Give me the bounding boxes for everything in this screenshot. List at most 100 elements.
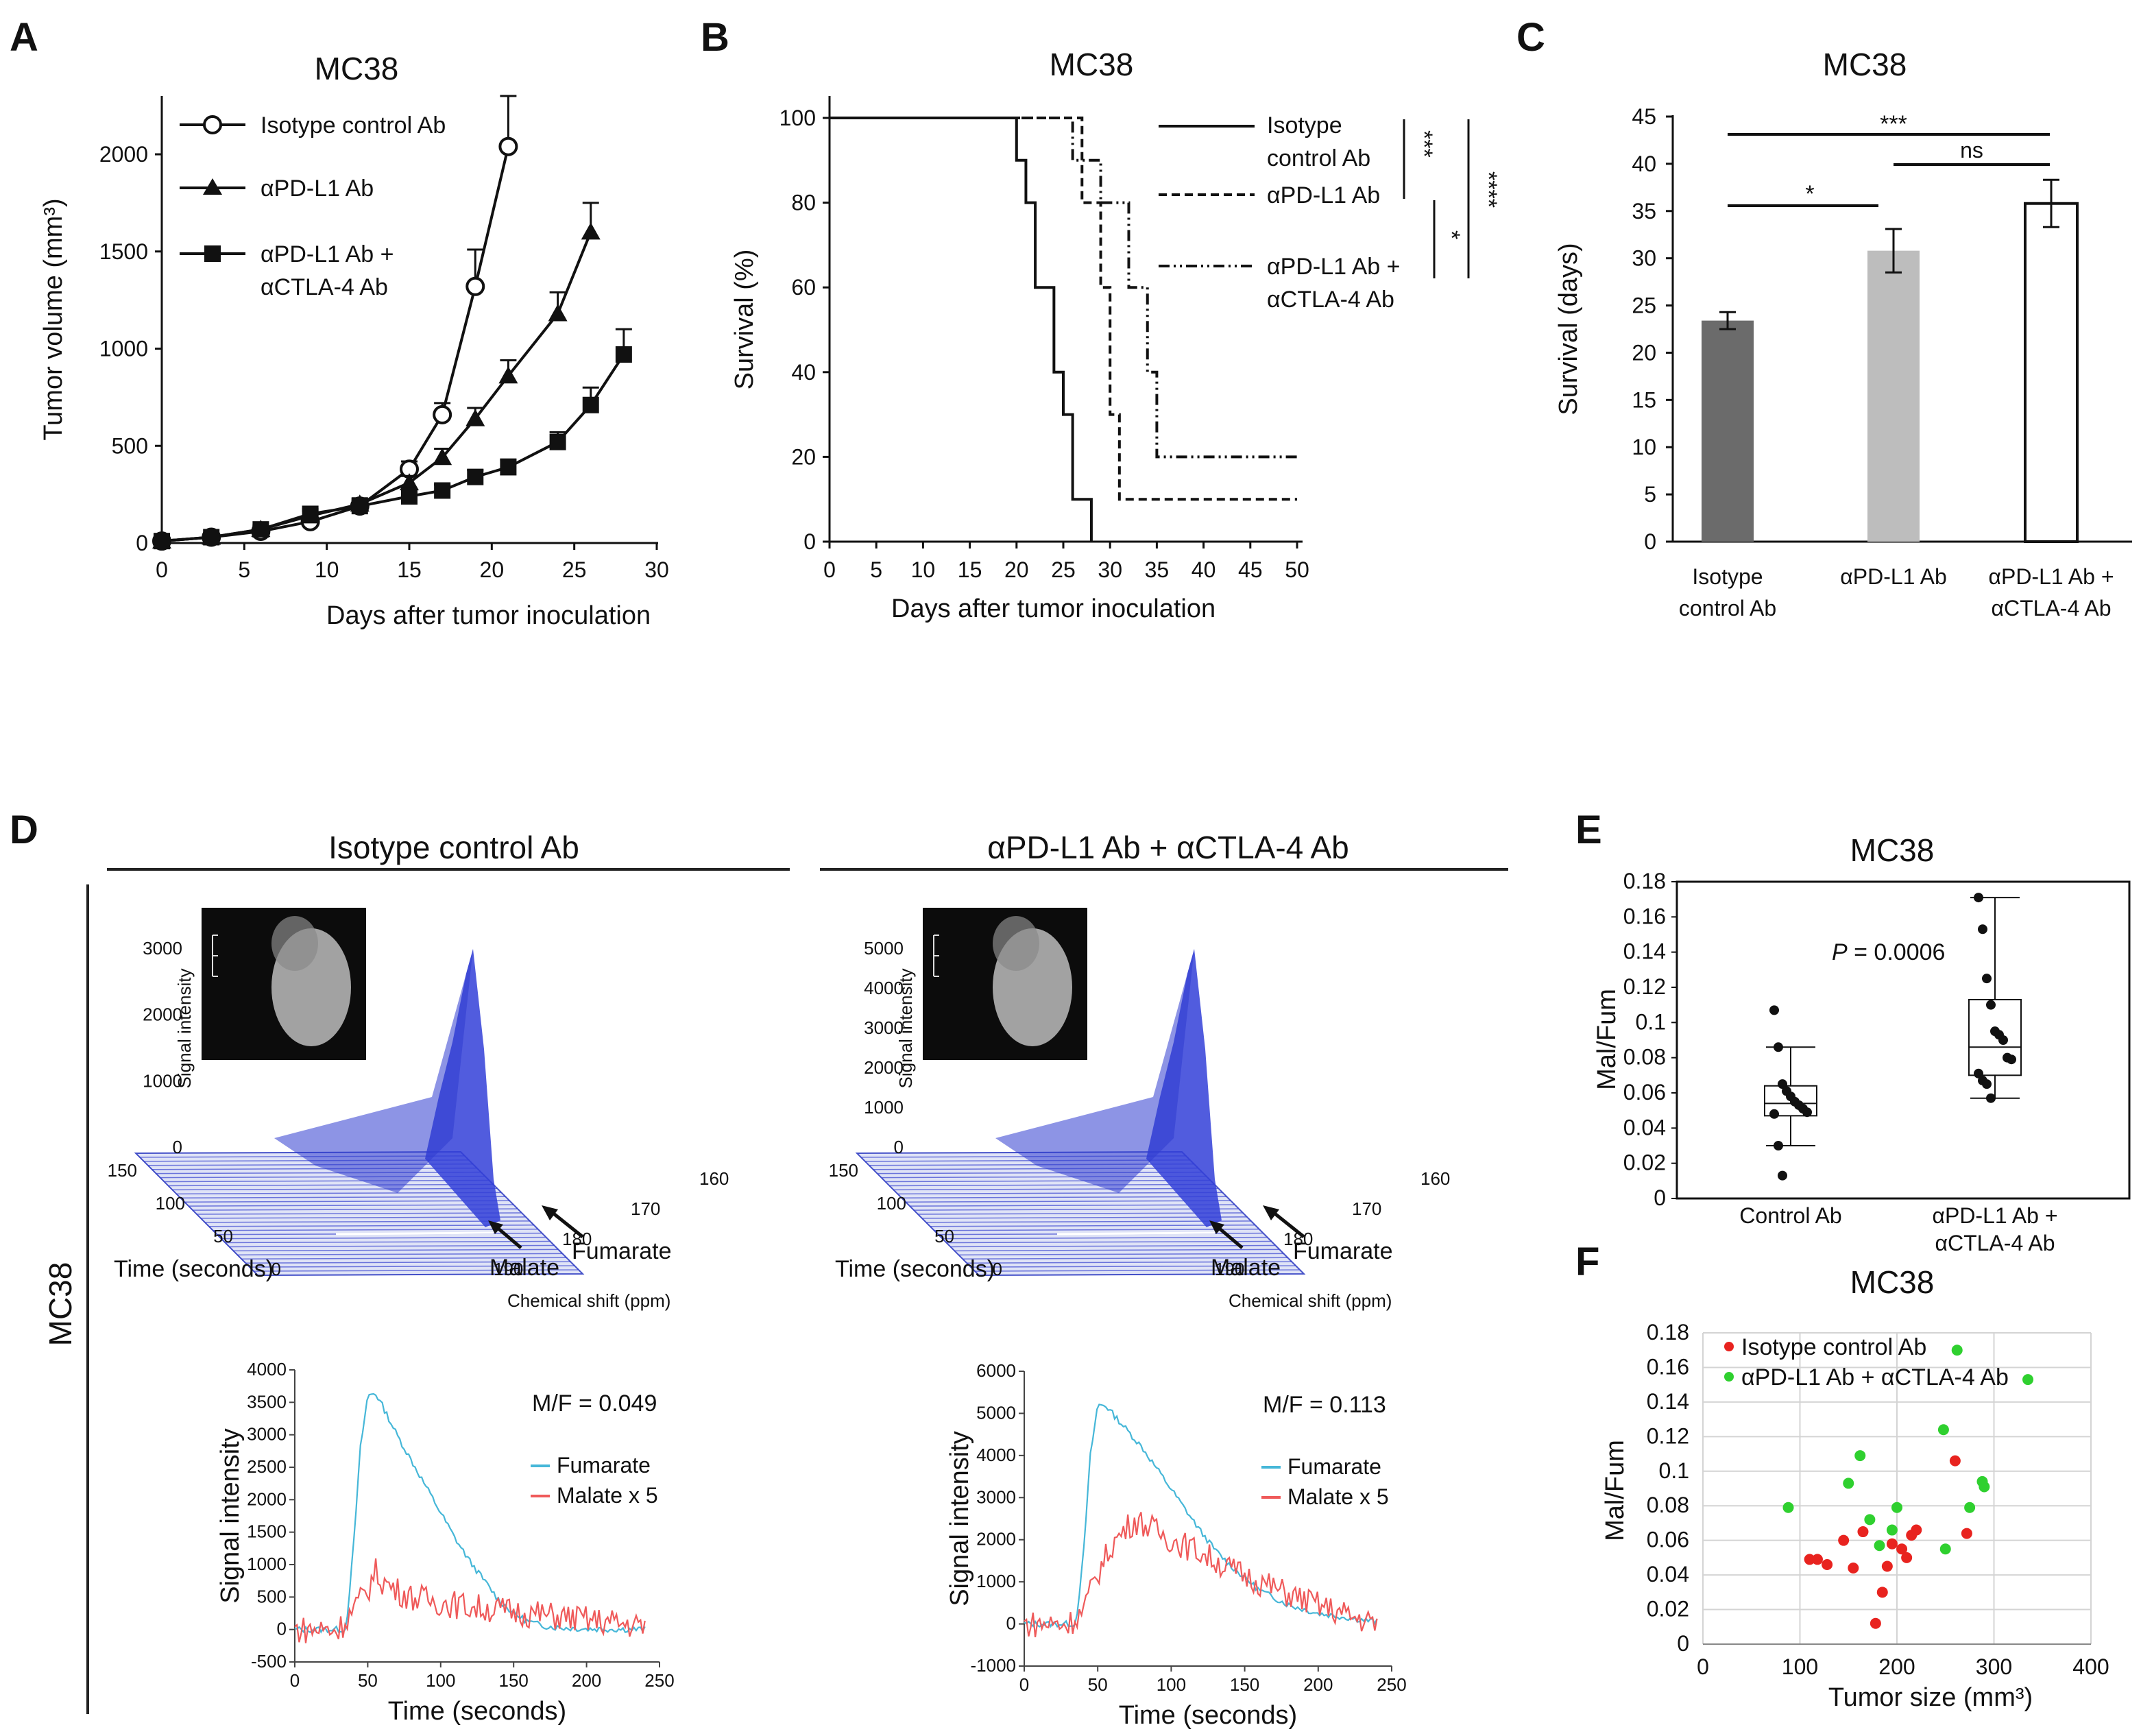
- c-category-label: Isotype: [1692, 564, 1763, 589]
- time-course-ytick-label: 5000: [976, 1402, 1016, 1423]
- e-data-point: [1998, 1035, 2008, 1045]
- e-data-point: [1982, 1079, 1992, 1089]
- time-course-xtick-label: 50: [1088, 1674, 1108, 1695]
- f-point-isotype: [1911, 1524, 1922, 1536]
- a-point-square: [615, 346, 632, 363]
- surface-shoulder: [995, 949, 1194, 1193]
- f-ytick-label: 0.06: [1647, 1528, 1689, 1552]
- time-course-ytick-label: 1500: [247, 1521, 287, 1542]
- panel-e-title: MC38: [1850, 832, 1935, 868]
- time-course-ytick-label: -1000: [971, 1655, 1017, 1676]
- time-course-ytick-label: 500: [257, 1586, 287, 1606]
- b-ytick-label: 20: [791, 444, 816, 469]
- time-course-xtick-label: 50: [358, 1670, 378, 1691]
- surface-trace: [910, 1204, 1235, 1207]
- f-point-isotype: [1876, 1587, 1888, 1598]
- a-point-triangle: [433, 448, 452, 466]
- mri-tissue-shape: [993, 916, 1039, 971]
- f-point-combo: [1937, 1424, 1949, 1436]
- surface-shift-label: Chemical shift (ppm): [1229, 1290, 1392, 1311]
- fumarate-peak-surface: [1146, 949, 1222, 1227]
- f-point-isotype: [1811, 1554, 1823, 1565]
- panel-b-x-label: Days after tumor inoculation: [891, 594, 1215, 623]
- b-xtick-label: 25: [1051, 557, 1076, 582]
- panel-b-legend-isotype-line1: Isotype: [1267, 112, 1342, 138]
- f-point-combo: [1886, 1524, 1898, 1536]
- a-point-triangle: [498, 366, 518, 384]
- a-point-triangle: [465, 409, 485, 426]
- b-xtick-label: 20: [1004, 557, 1029, 582]
- f-point-isotype: [1896, 1543, 1908, 1555]
- b-xtick-label: 15: [958, 557, 982, 582]
- surface-trace: [942, 1236, 1268, 1240]
- f-ytick-label: 0.16: [1647, 1354, 1689, 1379]
- fumarate-arrowhead: [1263, 1205, 1279, 1220]
- e-ytick-label: 0.12: [1623, 974, 1666, 999]
- surface-shift-tick: 160: [699, 1168, 729, 1189]
- surface-time-tick: 50: [213, 1226, 233, 1246]
- b-xtick-label: 0: [823, 557, 836, 582]
- surface-trace: [229, 1244, 555, 1248]
- panel-c-title: MC38: [1823, 47, 1907, 82]
- surface-time-tick: 150: [829, 1160, 858, 1181]
- surface-trace: [225, 1240, 551, 1244]
- surface-trace: [208, 1225, 534, 1227]
- a-point-triangle: [581, 222, 601, 240]
- legend-fumarate-label: Fumarate: [1287, 1454, 1381, 1479]
- time-course-ytick-label: 3000: [247, 1424, 287, 1445]
- e-ytick-label: 0.04: [1623, 1115, 1666, 1140]
- panel-b-y-label: Survival (%): [730, 250, 759, 390]
- time-course-xtick-label: 150: [499, 1670, 529, 1691]
- panel-f-legend-combo: αPD-L1 Ab + αCTLA-4 Ab: [1741, 1364, 2009, 1390]
- f-xtick-label: 300: [1976, 1654, 2012, 1679]
- f-ytick-label: 0.02: [1647, 1597, 1689, 1622]
- panel-a-y-label: Tumor volume (mm³): [39, 198, 68, 440]
- panel-b-legend-pdl1: αPD-L1 Ab: [1267, 182, 1380, 208]
- panel-f-legend: Isotype control Ab αPD-L1 Ab + αCTLA-4 A…: [1724, 1334, 2009, 1390]
- c-ytick-label: 0: [1644, 529, 1656, 554]
- panel-f-title: MC38: [1850, 1264, 1935, 1300]
- panel-c-significance: *** ns *: [1728, 111, 2050, 207]
- e-ytick-label: 0.08: [1623, 1045, 1666, 1070]
- surface-time-tick: 100: [156, 1193, 185, 1214]
- e-data-point: [1986, 1093, 1996, 1103]
- surface-y-label: Signal intensity: [174, 969, 195, 1089]
- panel-f-y-label: Mal/Fum: [1601, 1440, 1630, 1541]
- surface-trace: [967, 1261, 1292, 1264]
- panel-e-frame: [1676, 880, 2131, 1200]
- f-point-combo: [1843, 1478, 1854, 1489]
- a-ytick-label: 2000: [99, 142, 148, 167]
- a-point-square: [582, 396, 599, 413]
- panel-a-legend-combo-line1: αPD-L1 Ab +: [261, 241, 394, 267]
- panel-e-letter: E: [1575, 808, 1602, 852]
- surface-trace: [897, 1192, 1223, 1195]
- b-xtick-label: 50: [1285, 557, 1309, 582]
- e-ytick-label: 0.16: [1623, 904, 1666, 928]
- surface-trace: [934, 1228, 1259, 1231]
- surface-trace: [954, 1249, 1280, 1252]
- surface-trace: [254, 1269, 579, 1272]
- f-point-combo: [1891, 1502, 1902, 1513]
- surface-trace: [196, 1212, 522, 1215]
- surface-trace: [172, 1188, 498, 1191]
- panel-d-right-header: αPD-L1 Ab + αCTLA-4 Ab: [987, 830, 1349, 865]
- panel-d-hyperpolarized-mri: Isotype control Ab αPD-L1 Ab + αCTLA-4 A…: [43, 830, 1508, 1730]
- f-ytick-label: 0: [1677, 1631, 1689, 1656]
- panel-a-legend: Isotype control Ab αPD-L1 Ab αPD-L1 Ab +…: [180, 112, 446, 300]
- time-course-xtick-label: 100: [1157, 1674, 1186, 1695]
- surface-ytick-label: 2000: [143, 1004, 182, 1025]
- malate-curve: [294, 1558, 646, 1643]
- surface-trace: [164, 1179, 489, 1183]
- sig-iso-pdl1-label: *: [1805, 181, 1814, 207]
- surface-trace: [946, 1240, 1272, 1244]
- panel-d-letter: D: [10, 808, 38, 852]
- a-point-square: [434, 482, 451, 499]
- surface-shift-tick: 190: [1215, 1259, 1244, 1279]
- time-course-ytick-label: 0: [1006, 1613, 1016, 1634]
- b-xtick-label: 40: [1192, 557, 1216, 582]
- panel-b-survival-chart: MC38 0 20 40 60 80 100 0 5 10 15 20 25 30 35 40 45 50 D…: [730, 47, 1501, 623]
- surface-trace: [213, 1228, 538, 1231]
- a-xtick-label: 10: [315, 557, 339, 582]
